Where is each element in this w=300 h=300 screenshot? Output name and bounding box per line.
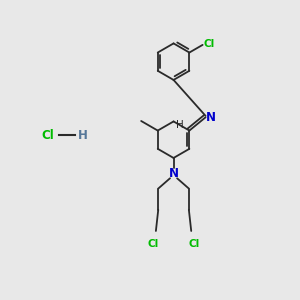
Text: N: N (206, 111, 216, 124)
Text: N: N (169, 167, 178, 180)
Text: H: H (176, 120, 184, 130)
Text: H: H (78, 129, 88, 142)
Text: Cl: Cl (147, 239, 159, 249)
Text: Cl: Cl (42, 129, 54, 142)
Text: Cl: Cl (188, 239, 200, 249)
Text: Cl: Cl (203, 39, 215, 49)
